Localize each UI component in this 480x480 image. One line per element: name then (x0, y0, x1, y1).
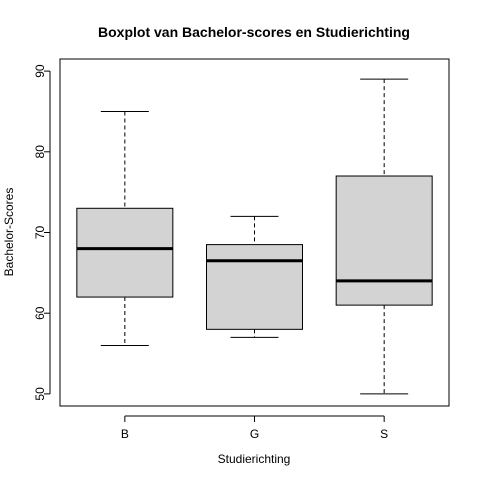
y-axis: 50 60 70 80 90 (33, 64, 51, 401)
x-tick-label: S (380, 427, 388, 441)
box-rect (335, 175, 433, 306)
y-tick-label: 50 (33, 387, 47, 401)
box-rect (206, 244, 303, 330)
y-tick-label: 70 (33, 226, 47, 240)
box-group-G (206, 215, 303, 338)
y-axis-label: Bachelor-Scores (2, 188, 16, 277)
y-tick-label: 60 (33, 306, 47, 320)
x-tick-label: B (121, 427, 129, 441)
x-tick-label: G (250, 427, 259, 441)
y-tick-label: 80 (33, 145, 47, 159)
plot-frame (59, 58, 450, 407)
box-group-S (335, 78, 433, 395)
box-rect (76, 207, 174, 298)
boxes-layer (76, 78, 433, 395)
y-tick-label: 90 (33, 64, 47, 78)
box-group-B (76, 110, 174, 346)
chart-title: Boxplot van Bachelor-scores en Studieric… (98, 24, 410, 40)
x-axis-label: Studierichting (218, 452, 291, 466)
